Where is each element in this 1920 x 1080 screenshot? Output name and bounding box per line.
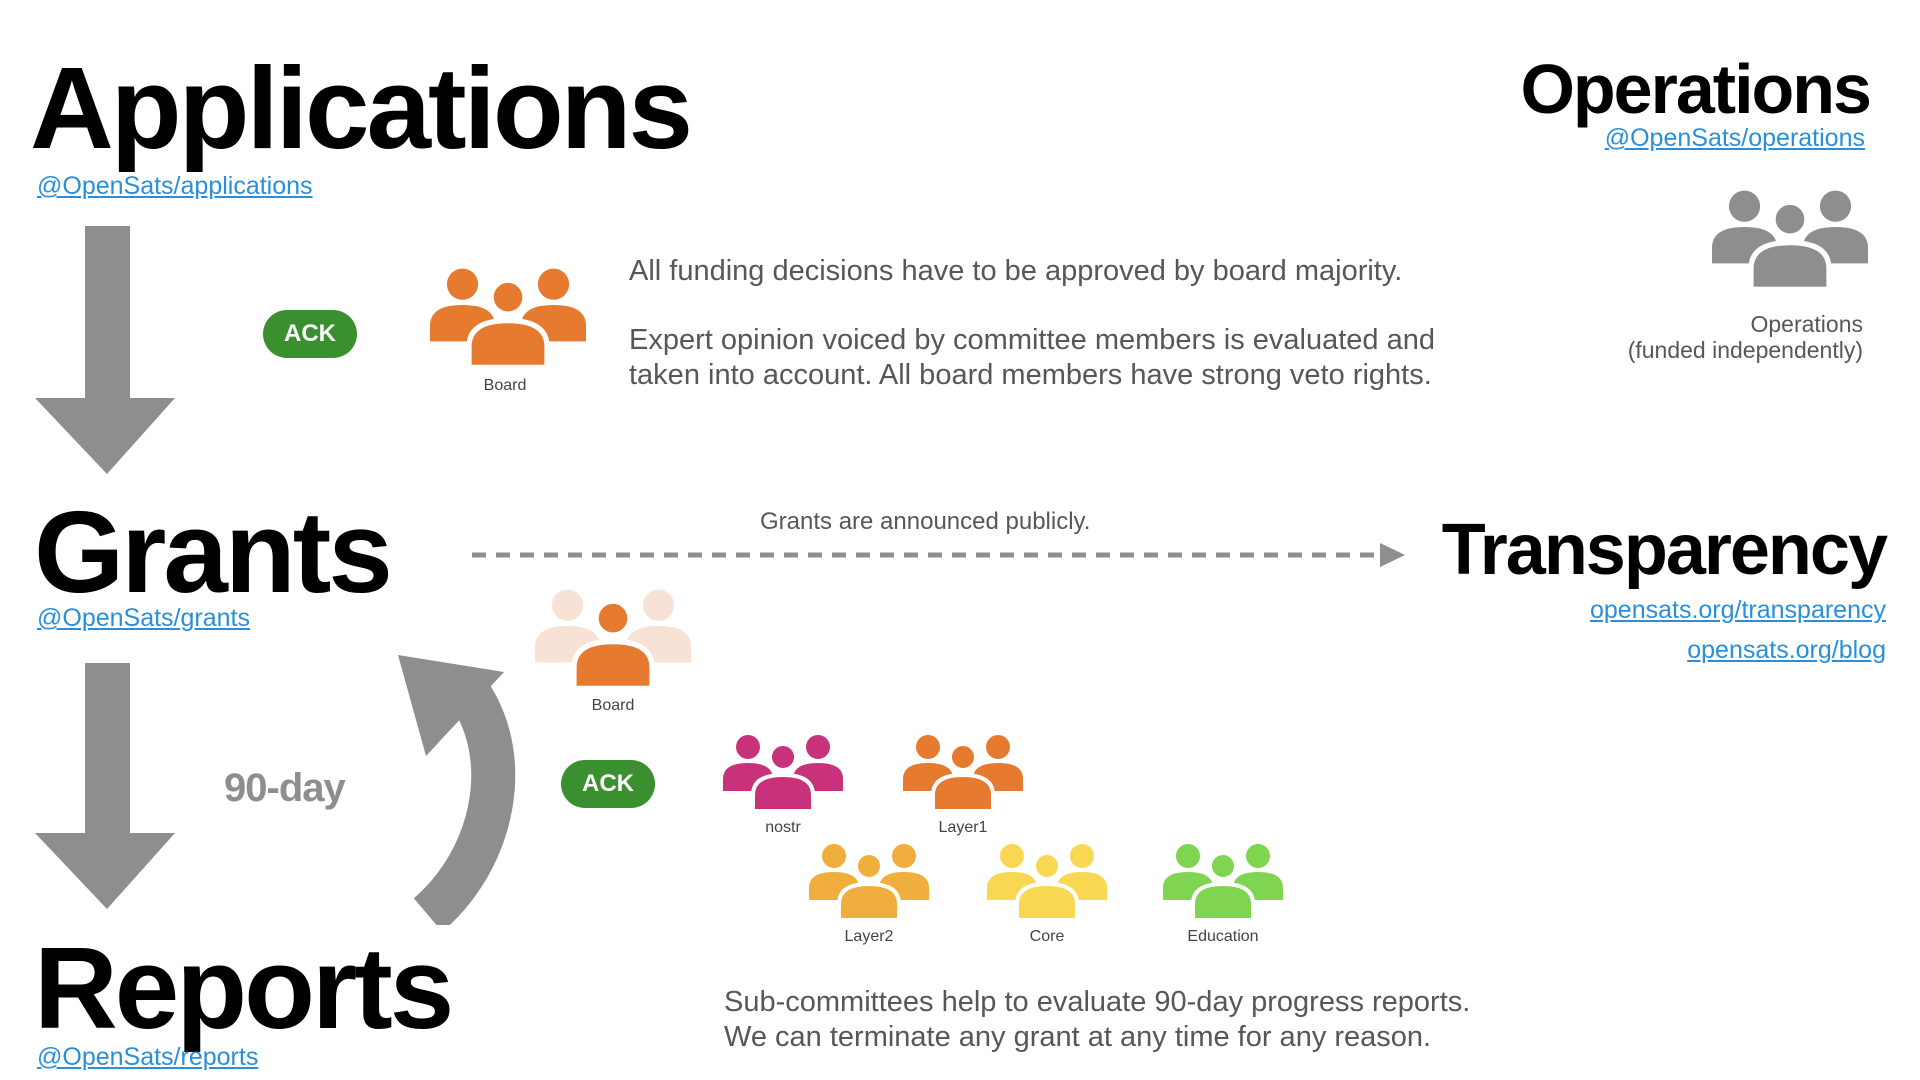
ack-badge-committee: ACK [561, 760, 655, 808]
transparency-link[interactable]: opensats.org/transparency [1589, 596, 1886, 624]
grants-link[interactable]: @OpenSats/grants [37, 604, 250, 632]
committee-label: Layer2 [844, 928, 894, 945]
committee-label: Core [1029, 928, 1065, 945]
committee-nostr-icon [723, 735, 843, 813]
reports-link[interactable]: @OpenSats/reports [37, 1043, 259, 1071]
committee-label: Education [1187, 928, 1259, 945]
operations-title: Operations [1520, 50, 1872, 128]
applications-title: Applications [30, 43, 693, 173]
board-expert-text-line2: taken into account. All board members ha… [629, 359, 1432, 391]
board-faded-label: Board [591, 697, 635, 714]
operations-link[interactable]: @OpenSats/operations [1604, 124, 1865, 152]
committee-label: nostr [765, 819, 801, 836]
committee-education-icon [1163, 844, 1283, 922]
board-expert-text-line1: Expert opinion voiced by committee membe… [629, 324, 1435, 356]
applications-link[interactable]: @OpenSats/applications [37, 172, 313, 200]
operations-caption-line2: (funded independently) [1627, 337, 1863, 363]
dashed-arrow-icon [472, 543, 1405, 567]
committee-label: Layer1 [938, 819, 988, 836]
announce-text: Grants are announced publicly. [760, 508, 1091, 535]
cycle-label: 90-day [224, 766, 346, 810]
operations-group-icon [1712, 190, 1868, 292]
operations-caption: Operations (funded independently) [1628, 311, 1863, 363]
committee-layer1-icon [903, 735, 1023, 813]
operations-caption-line1: Operations [1750, 311, 1863, 337]
down-arrow-icon [35, 663, 175, 909]
committee-text-line1: Sub-committees help to evaluate 90-day p… [724, 986, 1471, 1018]
board-label: Board [483, 377, 527, 394]
down-arrow-icon [35, 226, 175, 474]
reports-title: Reports [34, 923, 454, 1053]
committee-core-icon [987, 844, 1107, 922]
board-decision-text: All funding decisions have to be approve… [629, 255, 1403, 287]
committee-text-line2: We can terminate any grant at any time f… [724, 1021, 1432, 1053]
transparency-title: Transparency [1441, 510, 1888, 590]
blog-link[interactable]: opensats.org/blog [1687, 636, 1886, 664]
ack-badge: ACK [263, 310, 357, 358]
curved-return-arrow-icon [398, 655, 516, 925]
board-group-icon [430, 268, 586, 370]
committee-layer2-icon [809, 844, 929, 922]
board-faded-group-icon [535, 589, 691, 691]
grants-title: Grants [34, 487, 393, 617]
